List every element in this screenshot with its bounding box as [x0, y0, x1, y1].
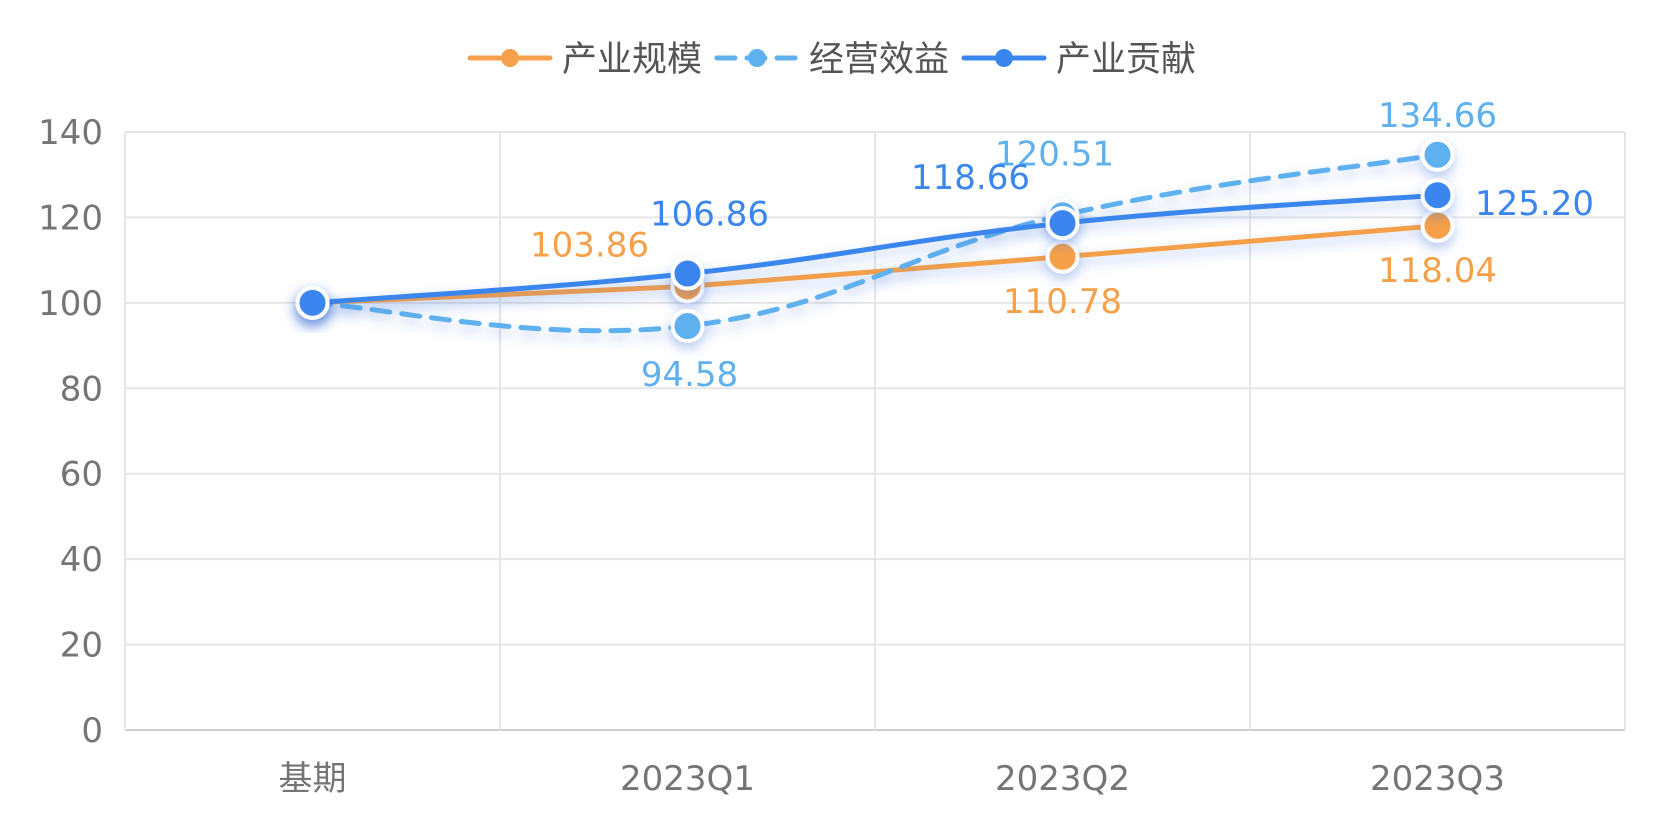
data-point-contribution[interactable] — [1420, 178, 1455, 213]
legend-item-benefit[interactable]: 经营效益 — [714, 40, 949, 80]
data-label-contribution: 118.66 — [911, 158, 1030, 198]
data-point-scale[interactable] — [1045, 239, 1080, 274]
data-label-contribution: 106.86 — [650, 195, 769, 235]
legend-item-contribution[interactable]: 产业贡献 — [961, 40, 1196, 80]
legend-label-benefit: 经营效益 — [809, 40, 949, 80]
x-tick-label: 基期 — [279, 759, 347, 799]
y-tick-label: 80 — [60, 369, 103, 409]
y-tick-label: 100 — [38, 284, 103, 324]
legend-marker-benefit — [748, 49, 766, 67]
data-label-benefit: 94.58 — [641, 355, 738, 395]
data-label-benefit: 134.66 — [1378, 96, 1497, 136]
data-point-contribution[interactable] — [670, 256, 705, 291]
data-point-scale[interactable] — [1420, 208, 1455, 243]
series-line-benefit — [310, 152, 1440, 334]
legend[interactable]: 产业规模 经营效益 产业贡献 — [467, 40, 1196, 80]
legend-item-scale[interactable]: 产业规模 — [467, 40, 702, 80]
x-axis-ticks: 基期 2023Q1 2023Q2 2023Q3 — [279, 759, 1505, 799]
y-tick-label: 140 — [38, 113, 103, 153]
legend-marker-scale — [501, 49, 519, 67]
data-label-scale: 118.04 — [1378, 251, 1497, 291]
x-tick-label: 2023Q3 — [1370, 759, 1505, 799]
series-line-contribution — [310, 192, 1440, 306]
series-lines — [310, 152, 1440, 334]
grid — [124, 131, 1626, 731]
data-point-benefit[interactable] — [1420, 137, 1455, 172]
legend-marker-contribution — [995, 49, 1013, 67]
legend-label-scale: 产业规模 — [562, 40, 702, 80]
data-label-scale: 103.86 — [530, 225, 649, 265]
data-label-benefit: 120.51 — [995, 134, 1114, 174]
y-tick-label: 20 — [60, 626, 103, 666]
y-tick-label: 40 — [60, 540, 103, 580]
data-label-scale: 110.78 — [1003, 282, 1122, 322]
data-point-contribution[interactable] — [1045, 206, 1080, 241]
y-tick-label: 0 — [81, 711, 103, 751]
data-labels: 103.86 110.78 118.04 94.58 120.51 134.66 106.8… — [530, 96, 1594, 395]
y-tick-label: 120 — [38, 198, 103, 238]
x-tick-label: 2023Q2 — [995, 759, 1130, 799]
series-points — [295, 137, 1455, 344]
data-point-contribution[interactable] — [295, 285, 330, 320]
y-tick-label: 60 — [60, 455, 103, 495]
y-axis-ticks: 0 20 40 60 80 100 120 140 — [38, 113, 103, 751]
data-label-contribution: 125.20 — [1475, 184, 1594, 224]
legend-label-contribution: 产业贡献 — [1056, 40, 1196, 80]
x-tick-label: 2023Q1 — [620, 759, 755, 799]
data-point-benefit[interactable] — [670, 309, 705, 344]
series-line-scale — [310, 223, 1440, 306]
